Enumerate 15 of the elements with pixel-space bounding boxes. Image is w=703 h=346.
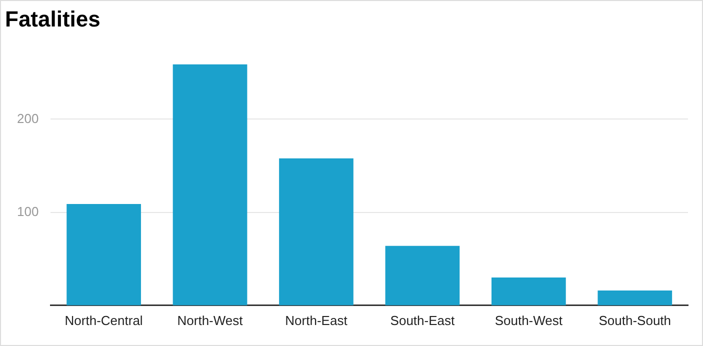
x-tick-label: South-West [494,312,563,328]
bar [491,277,566,306]
x-tick-label: South-East [390,312,455,328]
bar [385,246,460,306]
bar [279,158,354,306]
y-tick-label: 100 [16,204,39,219]
y-tick-label: 200 [16,110,39,126]
x-tick-label: North-West [177,312,244,328]
bar [172,64,248,306]
x-tick-label: North-Central [64,312,143,328]
bar [66,204,141,306]
chart-title: Fatalities [5,6,100,32]
bar [598,290,672,306]
x-tick-label: South-South [598,312,672,328]
x-tick-label: North-East [285,312,348,328]
